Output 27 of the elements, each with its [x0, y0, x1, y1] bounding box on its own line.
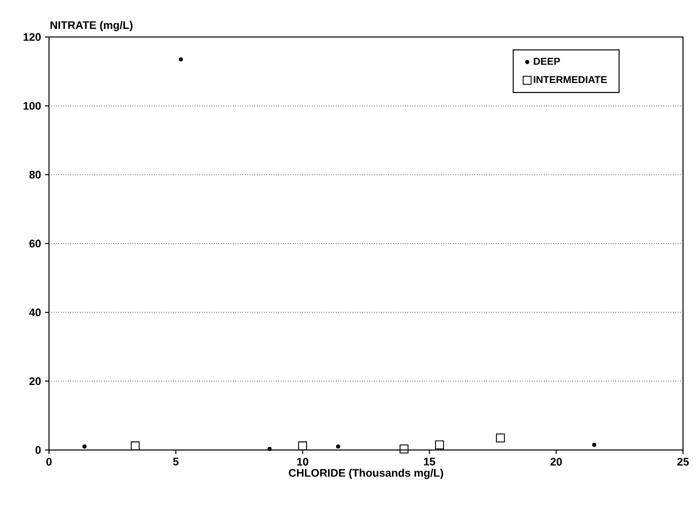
point — [496, 434, 505, 442]
point — [130, 441, 140, 450]
x-tick-label: 15 — [424, 458, 436, 466]
point — [298, 441, 308, 450]
point — [82, 444, 87, 449]
point — [268, 446, 272, 452]
y-tick-label: 0 — [36, 446, 41, 454]
point — [400, 444, 408, 454]
x-tick-label: 25 — [677, 458, 689, 466]
y-tick-label: 20 — [29, 377, 41, 386]
x-tick-label: 0 — [46, 458, 52, 466]
legend-label: INTERMEDIATE — [534, 76, 607, 84]
x-tick-label: 5 — [173, 458, 179, 466]
y-tick-label: 120 — [24, 33, 41, 41]
legend-label: DEEP — [534, 58, 560, 65]
point — [178, 57, 183, 62]
point — [592, 442, 596, 447]
y-axis-title: NITRATE (mg/L) — [50, 20, 132, 32]
y-tick-label: 60 — [29, 240, 41, 248]
y-tick-label: 40 — [29, 308, 41, 316]
x-axis-title: CHLORIDE (Thousands mg/L) — [288, 468, 444, 479]
y-tick-label: 80 — [29, 170, 41, 179]
point — [336, 444, 340, 449]
point — [435, 440, 444, 450]
y-tick-label: 100 — [24, 102, 41, 110]
x-tick-label: 20 — [550, 458, 562, 466]
x-tick-label: 10 — [297, 458, 308, 466]
